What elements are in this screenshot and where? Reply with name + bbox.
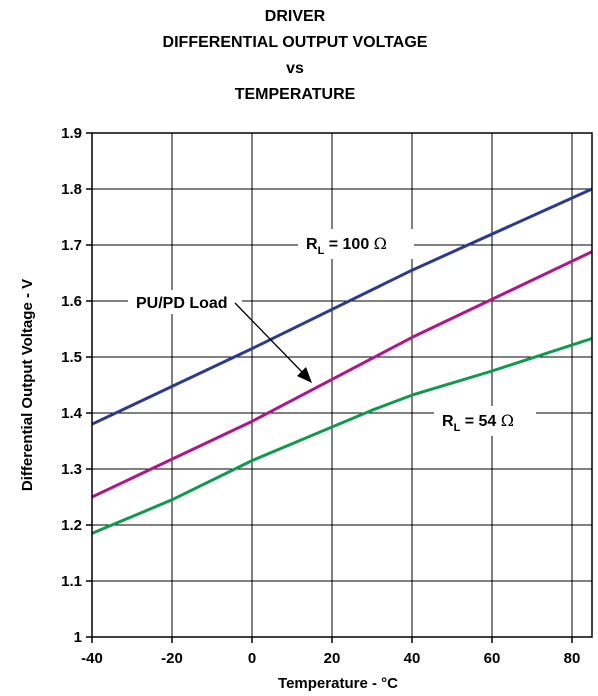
y-tick-label: 1.1 <box>61 573 82 590</box>
chart-title: DRIVER DIFFERENTIAL OUTPUT VOLTAGE vs TEMPE… <box>163 8 428 103</box>
annotation-background <box>434 406 536 436</box>
axis-titles: Temperature - °C Differential Output Volt… <box>19 279 398 692</box>
y-axis-title: Differential Output Voltage - V <box>19 279 36 491</box>
x-tick-label: 60 <box>484 650 501 667</box>
chart-title-line: DIFFERENTIAL OUTPUT VOLTAGE <box>163 34 428 51</box>
y-tick-label: 1.2 <box>61 517 82 534</box>
pupd-arrow <box>234 302 312 383</box>
y-tick-label: 1.6 <box>61 293 82 310</box>
chart-title-line: DRIVER <box>265 8 326 25</box>
arrow-head <box>297 367 312 383</box>
y-tick-label: 1.7 <box>61 237 82 254</box>
series-line-rl100 <box>91 187 593 426</box>
annotation-background <box>298 229 414 259</box>
series-lines <box>91 187 593 535</box>
series-line-rl54 <box>91 337 593 535</box>
annotation-background <box>128 290 242 314</box>
annotation-rl100: RL = 100 Ω <box>298 229 414 259</box>
x-tick-label: 80 <box>564 650 581 667</box>
arrow-line <box>234 302 303 373</box>
x-tick-label: 0 <box>248 650 256 667</box>
plot-frame <box>86 132 593 643</box>
y-tick-label: 1.5 <box>61 349 82 366</box>
annotation-pupd: PU/PD Load <box>128 290 242 314</box>
annotations: RL = 100 Ω PU/PD Load RL = 54 Ω <box>128 229 536 436</box>
plot-border <box>91 132 593 638</box>
y-tick-label: 1 <box>74 629 82 646</box>
chart-title-line: TEMPERATURE <box>235 86 356 103</box>
series-line-pupd <box>91 250 593 499</box>
annotation-label: PU/PD Load <box>136 295 228 312</box>
x-tick-label: 20 <box>324 650 341 667</box>
grid <box>92 133 592 637</box>
x-tick-label: -20 <box>161 650 183 667</box>
x-tick-label: 40 <box>404 650 421 667</box>
tick-labels: 1 1.1 1.2 1.3 1.4 1.5 1.6 1.7 1.8 1.9 -40 -20 0 20 40 6… <box>61 125 580 667</box>
chart-title-line: vs <box>286 60 304 77</box>
annotation-label: RL = 100 Ω <box>306 234 387 257</box>
x-axis-title: Temperature - °C <box>278 675 398 692</box>
y-tick-label: 1.8 <box>61 181 82 198</box>
y-tick-label: 1.4 <box>61 405 83 422</box>
y-tick-label: 1.9 <box>61 125 82 142</box>
y-tick-label: 1.3 <box>61 461 82 478</box>
annotation-label: RL = 54 Ω <box>442 411 514 434</box>
annotation-rl54: RL = 54 Ω <box>434 406 536 436</box>
x-tick-label: -40 <box>81 650 103 667</box>
